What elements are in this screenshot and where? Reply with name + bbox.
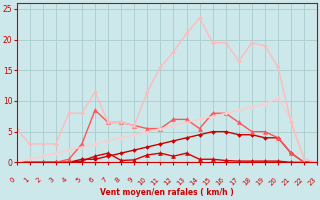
X-axis label: Vent moyen/en rafales ( km/h ): Vent moyen/en rafales ( km/h ) bbox=[100, 188, 234, 197]
